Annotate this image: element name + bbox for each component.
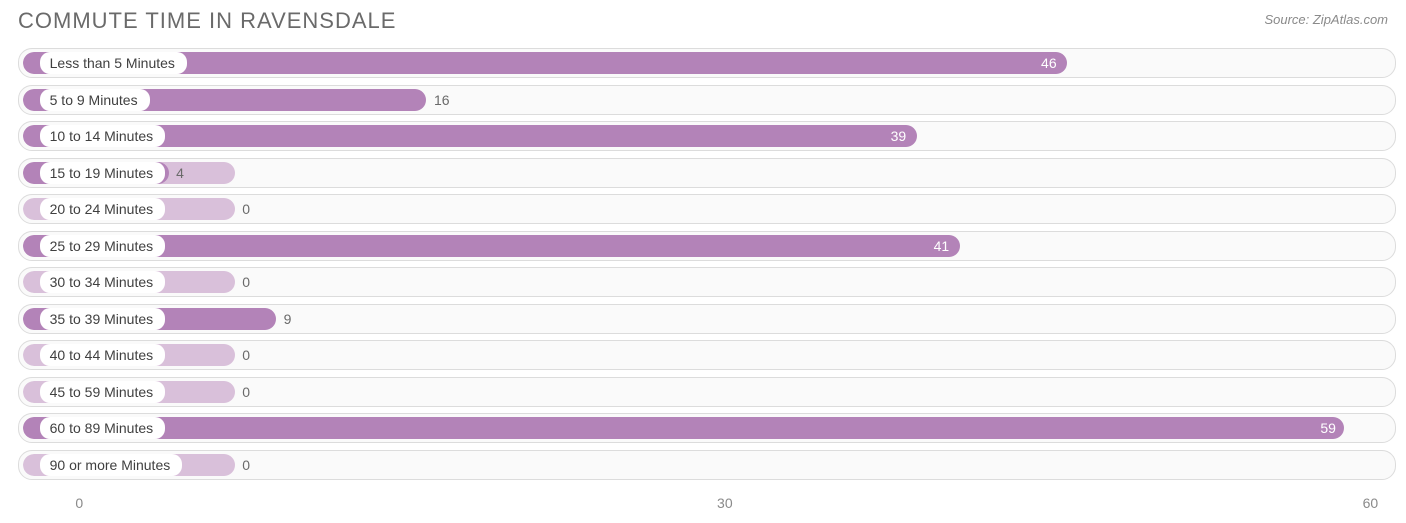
category-label: 90 or more Minutes: [40, 454, 183, 476]
bar-row: 45 to 59 Minutes 0: [18, 377, 1396, 407]
chart-source: Source: ZipAtlas.com: [1264, 8, 1388, 27]
category-label: 25 to 29 Minutes: [40, 235, 166, 257]
bar-row: 40 to 44 Minutes 0: [18, 340, 1396, 370]
value-label: 16: [434, 92, 450, 108]
bar-track: [23, 52, 1391, 74]
value-label: 0: [242, 384, 250, 400]
bar-row: Less than 5 Minutes 46: [18, 48, 1396, 78]
bar-track: [23, 271, 1391, 293]
bar-track: [23, 162, 1391, 184]
bar-row: 5 to 9 Minutes 16: [18, 85, 1396, 115]
category-label: Less than 5 Minutes: [40, 52, 187, 74]
bar-track: [23, 235, 1391, 257]
category-label: 60 to 89 Minutes: [40, 417, 166, 439]
bar-row: 15 to 19 Minutes 4: [18, 158, 1396, 188]
bar-track: [23, 308, 1391, 330]
value-label: 4: [176, 165, 184, 181]
chart-header: COMMUTE TIME IN RAVENSDALE Source: ZipAt…: [0, 0, 1406, 40]
bar-row: 60 to 89 Minutes 59: [18, 413, 1396, 443]
bar-track: [23, 381, 1391, 403]
bar-row: 10 to 14 Minutes 39: [18, 121, 1396, 151]
category-label: 30 to 34 Minutes: [40, 271, 166, 293]
x-axis: 0 30 60: [18, 495, 1396, 515]
category-label: 20 to 24 Minutes: [40, 198, 166, 220]
value-label: 0: [242, 457, 250, 473]
value-label: 46: [1041, 55, 1057, 71]
bar-row: 35 to 39 Minutes 9: [18, 304, 1396, 334]
x-axis-tick: 0: [75, 495, 83, 511]
bar-row: 25 to 29 Minutes 41: [18, 231, 1396, 261]
category-label: 45 to 59 Minutes: [40, 381, 166, 403]
x-axis-tick: 30: [717, 495, 733, 511]
bar-track: [23, 344, 1391, 366]
chart-plot-area: Less than 5 Minutes 46 5 to 9 Minutes 16 10 …: [18, 48, 1396, 489]
bar-row: 30 to 34 Minutes 0: [18, 267, 1396, 297]
value-label: 0: [242, 274, 250, 290]
value-label: 39: [891, 128, 907, 144]
category-label: 5 to 9 Minutes: [40, 89, 150, 111]
category-label: 15 to 19 Minutes: [40, 162, 166, 184]
value-label: 59: [1320, 420, 1336, 436]
category-label: 35 to 39 Minutes: [40, 308, 166, 330]
value-label: 9: [284, 311, 292, 327]
bar-row: 90 or more Minutes 0: [18, 450, 1396, 480]
bar-track: [23, 89, 1391, 111]
bar-track: [23, 417, 1391, 439]
category-label: 10 to 14 Minutes: [40, 125, 166, 147]
bar-track: [23, 454, 1391, 476]
bar-value-fill: [23, 417, 1344, 439]
value-label: 0: [242, 347, 250, 363]
x-axis-tick: 60: [1363, 495, 1379, 511]
bar-track: [23, 125, 1391, 147]
value-label: 41: [934, 238, 950, 254]
bar-row: 20 to 24 Minutes 0: [18, 194, 1396, 224]
chart-title: COMMUTE TIME IN RAVENSDALE: [18, 8, 396, 34]
bar-track: [23, 198, 1391, 220]
value-label: 0: [242, 201, 250, 217]
category-label: 40 to 44 Minutes: [40, 344, 166, 366]
